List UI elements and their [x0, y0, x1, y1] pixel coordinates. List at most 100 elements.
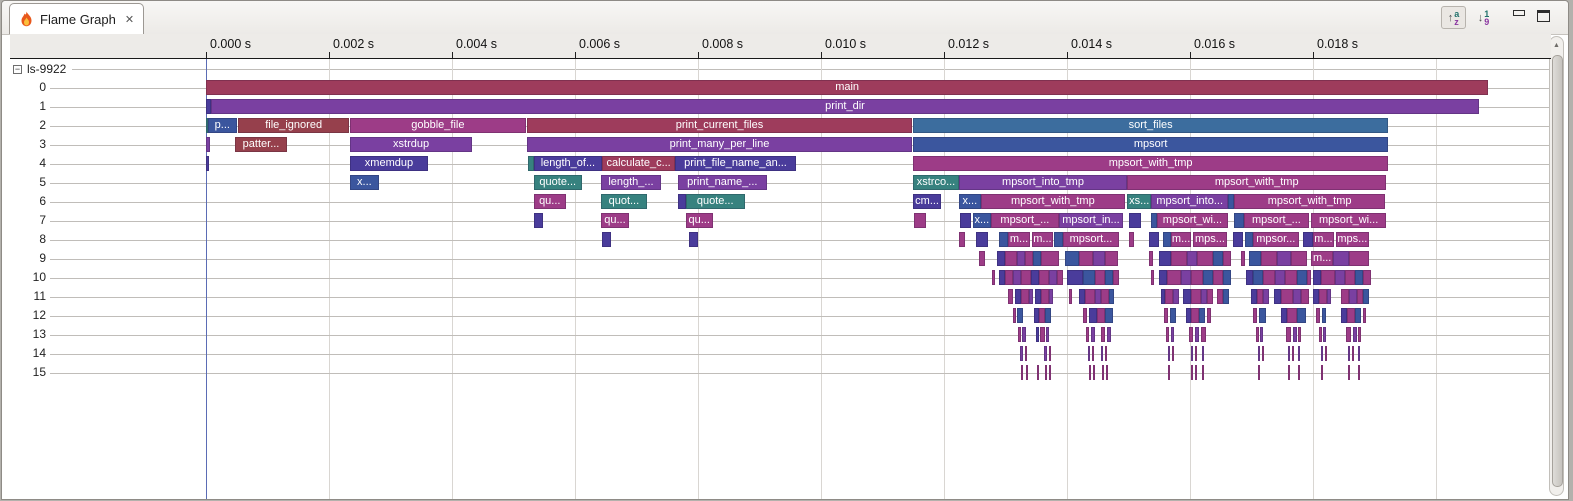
flame-bar-mpsort_[interactable]: mpsort_... — [990, 213, 1059, 228]
flame-bar[interactable] — [688, 232, 698, 247]
flame-bar[interactable] — [1170, 251, 1187, 266]
flame-bar[interactable] — [1025, 365, 1029, 380]
flame-bar-quote[interactable]: quote... — [533, 175, 582, 190]
flame-bar[interactable] — [1346, 327, 1352, 342]
flame-bar[interactable] — [1252, 270, 1264, 285]
sort-by-id-button[interactable]: ↓ 1 9 — [1471, 6, 1496, 29]
flame-bar[interactable] — [1044, 365, 1047, 380]
flame-bar[interactable] — [1017, 251, 1026, 266]
flame-bar[interactable] — [1274, 270, 1285, 285]
flame-bar[interactable] — [1044, 308, 1051, 323]
flame-bar[interactable] — [1212, 270, 1224, 285]
flame-bar[interactable] — [1346, 308, 1355, 323]
flame-bar[interactable] — [1167, 365, 1171, 380]
flame-bar[interactable] — [1257, 365, 1261, 380]
flame-bar[interactable] — [1194, 365, 1197, 380]
flame-bar-mpsort_into[interactable]: mpsort_into... — [1151, 194, 1229, 209]
flame-bar[interactable] — [1049, 346, 1052, 361]
flame-bar[interactable] — [1128, 232, 1135, 247]
flame-bar[interactable] — [1298, 327, 1301, 342]
flame-bar[interactable] — [1105, 270, 1114, 285]
flame-bar[interactable] — [1151, 270, 1154, 285]
flame-bar[interactable] — [1255, 327, 1259, 342]
tab-flame-graph[interactable]: Flame Graph ✕ — [9, 3, 145, 34]
flame-bar[interactable] — [1234, 213, 1245, 228]
flame-bar[interactable] — [1038, 270, 1050, 285]
vertical-scrollbar[interactable]: ▲ — [1549, 36, 1564, 496]
flame-bar[interactable] — [1320, 270, 1336, 285]
flame-bar[interactable] — [1151, 213, 1157, 228]
flame-bar[interactable] — [1249, 251, 1261, 266]
flame-bar-mpsort_with_tmp[interactable]: mpsort_with_tmp — [980, 194, 1125, 209]
flame-bar[interactable] — [1092, 365, 1096, 380]
flame-bar-mpsor[interactable]: mpsor... — [1252, 232, 1299, 247]
flame-bar[interactable] — [1025, 251, 1034, 266]
flame-bar[interactable] — [996, 251, 1005, 266]
tree-root-label[interactable]: ls-9922 — [27, 62, 67, 76]
flame-bar-mpsort_[interactable]: mpsort_... — [1244, 213, 1309, 228]
flame-bar[interactable] — [1172, 289, 1179, 304]
flame-bar[interactable] — [1148, 232, 1160, 247]
flame-bar[interactable] — [206, 137, 211, 152]
flame-bar[interactable] — [1292, 346, 1295, 361]
flame-bar[interactable] — [1186, 251, 1197, 266]
flame-bar[interactable] — [1172, 346, 1175, 361]
flame-bar-quot[interactable]: quot... — [600, 194, 647, 209]
flame-bar[interactable] — [1297, 308, 1307, 323]
flame-bar-m[interactable]: m... — [1007, 232, 1031, 247]
flame-bar[interactable] — [1362, 270, 1371, 285]
flame-bar[interactable] — [1357, 327, 1361, 342]
flame-bar[interactable] — [1292, 289, 1301, 304]
flame-bar[interactable] — [1241, 251, 1245, 266]
flame-bar[interactable] — [1333, 251, 1350, 266]
flame-bar[interactable] — [1020, 289, 1029, 304]
flame-bar[interactable] — [1092, 346, 1095, 361]
flame-bar-mpsort_wi[interactable]: mpsort_wi... — [1156, 213, 1229, 228]
flame-bar[interactable] — [1313, 270, 1321, 285]
flame-bar[interactable] — [1316, 308, 1320, 323]
flame-bar[interactable] — [1223, 289, 1229, 304]
flame-bar[interactable] — [1030, 270, 1039, 285]
flame-bar[interactable] — [1188, 327, 1194, 342]
flame-bar[interactable] — [1020, 270, 1031, 285]
flame-bar[interactable] — [1092, 251, 1106, 266]
flame-bar-m[interactable]: m... — [1031, 232, 1053, 247]
scrollbar-thumb[interactable] — [1552, 55, 1563, 487]
flame-bar[interactable] — [1166, 327, 1170, 342]
flame-bar[interactable] — [1263, 270, 1275, 285]
sort-by-name-button[interactable]: ↑ a z — [1441, 6, 1466, 29]
scroll-up-arrow-icon[interactable]: ▲ — [1553, 42, 1560, 49]
flame-bar[interactable] — [1087, 346, 1091, 361]
flame-bar[interactable] — [1244, 232, 1253, 247]
flame-bar[interactable] — [1281, 308, 1288, 323]
flame-bar[interactable] — [1159, 251, 1171, 266]
flame-bar[interactable] — [1202, 365, 1205, 380]
flame-bar[interactable] — [1233, 232, 1243, 247]
flame-bar[interactable] — [1068, 289, 1072, 304]
flame-bar[interactable] — [991, 270, 996, 285]
flame-bar[interactable] — [1105, 365, 1109, 380]
flame-bar[interactable] — [1319, 327, 1323, 342]
flame-bar[interactable] — [1086, 327, 1090, 342]
flame-bar[interactable] — [958, 232, 965, 247]
flame-bar-m[interactable]: m... — [1311, 251, 1334, 266]
flame-bar[interactable] — [1079, 251, 1093, 266]
flame-bar[interactable] — [1357, 365, 1360, 380]
flame-bar[interactable] — [1322, 327, 1326, 342]
flame-bar[interactable] — [1313, 289, 1320, 304]
flame-bar[interactable] — [1100, 327, 1106, 342]
flame-bar[interactable] — [975, 232, 989, 247]
flame-bar[interactable] — [1297, 270, 1307, 285]
flame-bar[interactable] — [1169, 308, 1176, 323]
flame-bar[interactable] — [1113, 270, 1120, 285]
minimize-button[interactable] — [1513, 10, 1525, 16]
flame-bar[interactable] — [1327, 289, 1331, 304]
flame-bar[interactable] — [1362, 308, 1366, 323]
flame-bar[interactable] — [1159, 270, 1168, 285]
flame-bar[interactable] — [1258, 308, 1267, 323]
flame-bar-calculate_c[interactable]: calculate_c... — [602, 156, 676, 171]
flame-bar[interactable] — [1004, 270, 1013, 285]
flame-bar[interactable] — [1014, 289, 1021, 304]
flame-bar[interactable] — [1351, 346, 1355, 361]
flame-bar-print_dir[interactable]: print_dir — [210, 99, 1480, 114]
